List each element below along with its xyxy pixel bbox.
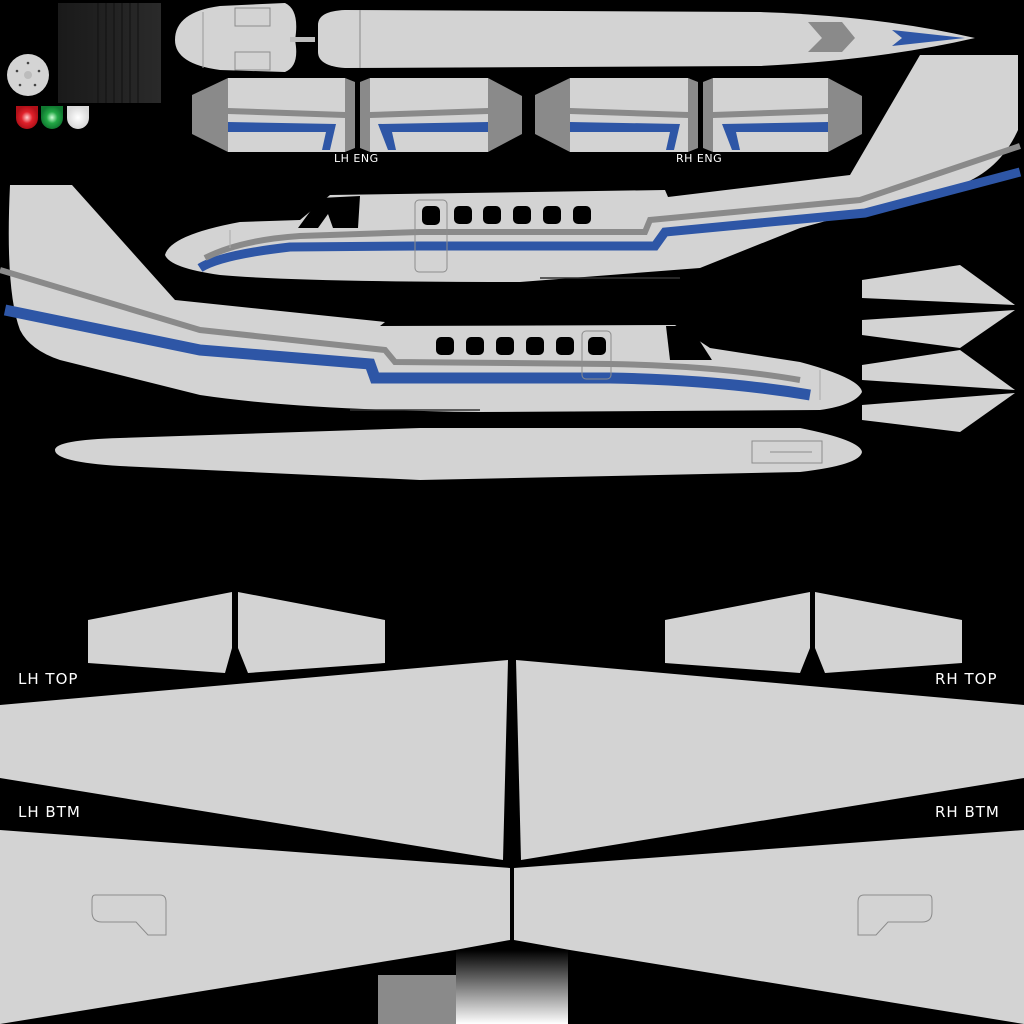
fuselage-side-lower	[0, 185, 862, 412]
engine-rh-outer	[535, 78, 698, 152]
engine-lh-outer	[192, 78, 355, 152]
wing-rh-bottom	[514, 830, 1024, 1024]
engine-lh-inner	[360, 78, 522, 152]
connector-rod	[290, 37, 315, 42]
wheel-hub-icon	[7, 54, 49, 96]
label-lh-top: LH TOP	[18, 670, 78, 688]
misc-parts	[7, 3, 161, 129]
wing-lh-bottom	[0, 830, 510, 1024]
engine-nacelles: LH ENG RH ENG	[192, 78, 862, 165]
gradient-swatch	[456, 950, 568, 1024]
label-lh-eng: LH ENG	[334, 152, 379, 165]
fuselage-belly-panel	[55, 428, 862, 480]
fuselage-side-upper	[165, 55, 1022, 282]
stabilizer-lh	[88, 592, 385, 673]
nose-cone-panel	[175, 3, 297, 72]
stabilizer-rh	[665, 592, 962, 673]
label-lh-btm: LH BTM	[18, 803, 81, 821]
chevron-icon	[808, 22, 855, 52]
red-nav-light-icon	[16, 106, 38, 129]
elevator-pieces	[862, 265, 1015, 432]
grey-swatch	[378, 975, 456, 1024]
white-strobe-light-icon	[67, 106, 89, 129]
wing-rh-top	[516, 660, 1024, 860]
label-rh-eng: RH ENG	[676, 152, 722, 165]
label-rh-top: RH TOP	[935, 670, 997, 688]
label-rh-btm: RH BTM	[935, 803, 1000, 821]
grey-strip-panel	[58, 3, 161, 103]
engine-rh-inner	[703, 78, 862, 152]
strip-dividers	[97, 3, 139, 103]
fuselage-top-panel	[318, 10, 975, 68]
green-nav-light-icon	[41, 106, 63, 129]
tail-stripe-blue	[892, 30, 965, 46]
wing-lh-top	[0, 660, 508, 860]
